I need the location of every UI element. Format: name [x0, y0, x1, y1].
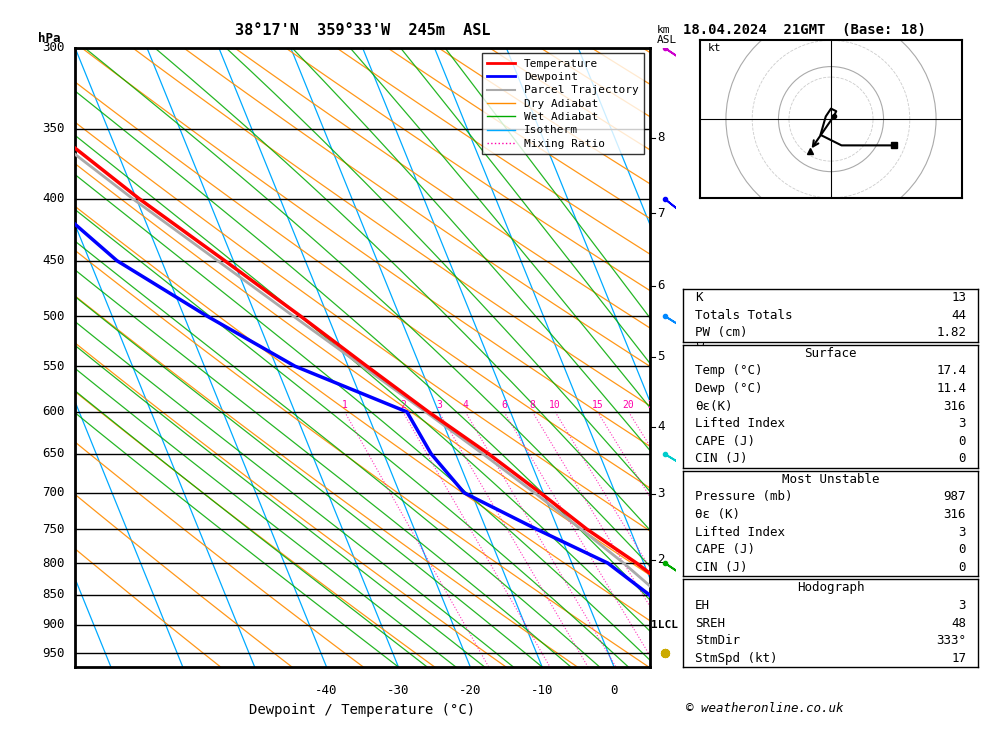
- Text: 4: 4: [462, 400, 468, 410]
- Text: 0: 0: [610, 685, 618, 697]
- Text: 10: 10: [549, 400, 561, 410]
- Text: StmDir: StmDir: [695, 634, 740, 647]
- Text: 450: 450: [42, 254, 65, 268]
- Text: 350: 350: [42, 122, 65, 135]
- Text: hPa: hPa: [38, 32, 61, 45]
- Text: Lifted Index: Lifted Index: [695, 417, 785, 430]
- Text: km
ASL: km ASL: [657, 24, 677, 45]
- Text: StmSpd (kt): StmSpd (kt): [695, 652, 777, 665]
- Text: 44: 44: [951, 309, 966, 322]
- Text: 20: 20: [623, 400, 635, 410]
- Text: 650: 650: [42, 447, 65, 460]
- Legend: Temperature, Dewpoint, Parcel Trajectory, Dry Adiabat, Wet Adiabat, Isotherm, Mi: Temperature, Dewpoint, Parcel Trajectory…: [482, 54, 644, 155]
- Text: 550: 550: [42, 360, 65, 372]
- Text: 13: 13: [951, 291, 966, 304]
- Text: 8: 8: [657, 131, 664, 144]
- Text: -40: -40: [315, 685, 338, 697]
- Text: -10: -10: [531, 685, 553, 697]
- Text: 3: 3: [959, 417, 966, 430]
- Text: EH: EH: [695, 599, 710, 612]
- Text: 4: 4: [657, 420, 664, 433]
- Text: CAPE (J): CAPE (J): [695, 435, 755, 448]
- Text: 316: 316: [944, 399, 966, 413]
- Text: -20: -20: [459, 685, 482, 697]
- Text: 500: 500: [42, 309, 65, 323]
- Text: 400: 400: [42, 192, 65, 205]
- Text: © weatheronline.co.uk: © weatheronline.co.uk: [686, 701, 844, 715]
- Text: 316: 316: [944, 508, 966, 521]
- Text: 0: 0: [959, 435, 966, 448]
- Text: 3: 3: [436, 400, 442, 410]
- Text: 2: 2: [657, 553, 664, 567]
- Text: 900: 900: [42, 619, 65, 631]
- Text: 6: 6: [657, 279, 664, 292]
- Text: 0: 0: [959, 452, 966, 465]
- Text: 700: 700: [42, 487, 65, 499]
- Text: 5: 5: [657, 350, 664, 363]
- Text: 17.4: 17.4: [936, 364, 966, 377]
- Text: 8: 8: [530, 400, 535, 410]
- Text: 1.82: 1.82: [936, 326, 966, 339]
- Text: 300: 300: [42, 41, 65, 54]
- Text: 3: 3: [959, 526, 966, 539]
- Text: 750: 750: [42, 523, 65, 536]
- Text: 1LCL: 1LCL: [651, 620, 678, 630]
- Text: 3: 3: [657, 487, 664, 500]
- Text: Hodograph: Hodograph: [797, 581, 864, 594]
- Text: 0: 0: [959, 561, 966, 574]
- Text: 800: 800: [42, 556, 65, 570]
- Text: 2: 2: [400, 400, 406, 410]
- Text: 15: 15: [592, 400, 603, 410]
- Text: CAPE (J): CAPE (J): [695, 543, 755, 556]
- Text: Most Unstable: Most Unstable: [782, 473, 879, 486]
- Text: θε(K): θε(K): [695, 399, 732, 413]
- Text: 6: 6: [501, 400, 507, 410]
- Text: SREH: SREH: [695, 616, 725, 630]
- Text: θε (K): θε (K): [695, 508, 740, 521]
- Text: 17: 17: [951, 652, 966, 665]
- Text: 11.4: 11.4: [936, 382, 966, 395]
- Text: Temp (°C): Temp (°C): [695, 364, 762, 377]
- Text: CIN (J): CIN (J): [695, 452, 747, 465]
- Text: Surface: Surface: [804, 347, 857, 360]
- Text: -30: -30: [387, 685, 410, 697]
- Text: 950: 950: [42, 647, 65, 660]
- Text: 987: 987: [944, 490, 966, 504]
- Text: 3: 3: [959, 599, 966, 612]
- Text: Pressure (mb): Pressure (mb): [695, 490, 792, 504]
- Text: 38°17'N  359°33'W  245m  ASL: 38°17'N 359°33'W 245m ASL: [235, 23, 490, 38]
- Text: kt: kt: [708, 43, 721, 54]
- Text: 600: 600: [42, 405, 65, 419]
- Text: Lifted Index: Lifted Index: [695, 526, 785, 539]
- Text: 0: 0: [959, 543, 966, 556]
- Text: K: K: [695, 291, 702, 304]
- Text: CIN (J): CIN (J): [695, 561, 747, 574]
- Text: 333°: 333°: [936, 634, 966, 647]
- Text: Dewpoint / Temperature (°C): Dewpoint / Temperature (°C): [249, 703, 476, 717]
- Text: 48: 48: [951, 616, 966, 630]
- Text: 7: 7: [657, 207, 664, 220]
- Text: 850: 850: [42, 589, 65, 602]
- Text: Totals Totals: Totals Totals: [695, 309, 792, 322]
- Text: 1: 1: [342, 400, 348, 410]
- Text: PW (cm): PW (cm): [695, 326, 747, 339]
- Text: Mixing Ratio (g/kg): Mixing Ratio (g/kg): [695, 286, 708, 429]
- Text: Dewp (°C): Dewp (°C): [695, 382, 762, 395]
- Text: 18.04.2024  21GMT  (Base: 18): 18.04.2024 21GMT (Base: 18): [683, 23, 926, 37]
- Text: 25: 25: [647, 400, 659, 410]
